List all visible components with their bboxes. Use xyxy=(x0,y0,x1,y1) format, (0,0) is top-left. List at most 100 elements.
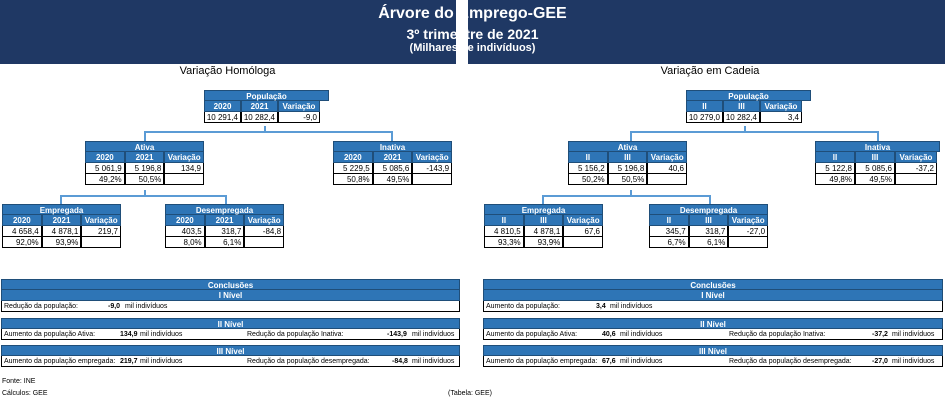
conclusion-row: Aumento da população Ativa: 134,9 mil in… xyxy=(1,329,460,340)
source-note: Fonte: INE xyxy=(2,378,36,385)
box-header: Empregada xyxy=(2,204,121,215)
connector-line xyxy=(225,195,227,204)
empregada-box-left: Empregada 2020 2021 Variação 4 658,4 4 878,… xyxy=(2,204,122,248)
box-header: Desempregada xyxy=(649,204,768,215)
populacao-box-left: População 2020 2021 Variação 10 291,4 10 28… xyxy=(204,90,329,123)
ativa-box-left: Ativa 2020 2021 Variação 5 061,9 5 196,8 134… xyxy=(85,141,205,185)
connector-line xyxy=(542,195,544,204)
value-cell: 403,5 xyxy=(165,226,205,237)
value-cell: 5 122,8 xyxy=(815,163,855,174)
box-header: Ativa xyxy=(85,141,204,152)
desempregada-box-right: Desempregada II III Variação 345,7 318,7 -27… xyxy=(649,204,769,248)
connector-line xyxy=(144,131,392,133)
value-cell: 5 085,6 xyxy=(372,163,413,174)
inativa-box-right: Inativa II III Variação 5 122,8 5 085,6 -37,… xyxy=(815,141,940,185)
empregada-box-right: Empregada II III Variação 4 810,5 4 878,1 67… xyxy=(484,204,604,248)
pct-cell: 8,0% xyxy=(165,237,205,248)
value-cell: 4 810,5 xyxy=(484,226,524,237)
value-cell: 5 061,9 xyxy=(85,163,125,174)
value-cell: 5 196,8 xyxy=(124,163,165,174)
pct-cell: 6,1% xyxy=(688,237,729,248)
value-cell: 67,6 xyxy=(563,226,604,237)
value-cell: 10 279,0 xyxy=(686,112,723,123)
pct-cell: 6,7% xyxy=(649,237,689,248)
value-cell: 4 878,1 xyxy=(41,226,82,237)
populacao-box-right: População II III Variação 10 279,0 10 282,4… xyxy=(686,90,811,123)
level-3-header: III Nível xyxy=(483,345,943,356)
value-cell: 40,6 xyxy=(647,163,688,174)
pct-cell: 6,1% xyxy=(204,237,245,248)
value-cell: 4 878,1 xyxy=(523,226,564,237)
conclusion-row: Aumento da população empregada: 67,6 mil… xyxy=(483,356,943,367)
connector-line xyxy=(542,195,710,197)
title-banner-right xyxy=(468,0,945,64)
value-cell: 345,7 xyxy=(649,226,689,237)
connector-line xyxy=(709,195,711,204)
value-cell: 3,4 xyxy=(760,112,802,123)
section-title-left: Variação Homóloga xyxy=(179,65,276,77)
value-cell: 5 085,6 xyxy=(855,163,895,174)
conclusion-row: Redução da população: -9,0 mil indivíduo… xyxy=(1,301,460,312)
connector-line xyxy=(264,126,266,132)
conclusoes-title: Conclusões xyxy=(483,279,943,290)
conclusoes-title: Conclusões xyxy=(1,279,460,290)
pct-cell: 92,0% xyxy=(2,237,42,248)
connector-line xyxy=(630,131,632,141)
pct-cell: 49,8% xyxy=(815,174,855,185)
connector-line xyxy=(60,195,62,204)
pct-cell: 50,5% xyxy=(607,174,648,185)
value-cell: -143,9 xyxy=(412,163,453,174)
level-2-header: II Nível xyxy=(1,318,460,329)
value-cell: 10 282,4 xyxy=(723,112,760,123)
value-cell: -84,8 xyxy=(244,226,285,237)
conclusion-row: Aumento da população: 3,4 mil indivíduos xyxy=(483,301,943,312)
value-cell: -27,0 xyxy=(728,226,769,237)
ativa-box-right: Ativa II III Variação 5 156,2 5 196,8 40,6 5… xyxy=(568,141,688,185)
connector-line xyxy=(744,126,746,132)
value-cell: 134,9 xyxy=(164,163,205,174)
value-cell: 10 282,4 xyxy=(241,112,278,123)
section-title-right: Variação em Cadeia xyxy=(660,65,760,77)
level-3-header: III Nível xyxy=(1,345,460,356)
inativa-box-left: Inativa 2020 2021 Variação 5 229,5 5 085,6-… xyxy=(333,141,453,185)
pct-cell: 50,8% xyxy=(333,174,373,185)
value-cell: -37,2 xyxy=(895,163,937,174)
connector-line xyxy=(391,131,393,141)
box-header: Inativa xyxy=(333,141,452,152)
pct-cell: 93,3% xyxy=(484,237,524,248)
value-cell: 219,7 xyxy=(81,226,122,237)
pct-cell: 93,9% xyxy=(41,237,82,248)
conclusoes-panel-left: Conclusões I Nível Redução da população:… xyxy=(1,279,460,367)
pct-cell: 50,5% xyxy=(124,174,165,185)
conclusion-row: Aumento da população Ativa: 40,6 mil ind… xyxy=(483,329,943,340)
conclusoes-panel-right: Conclusões I Nível Aumento da população:… xyxy=(483,279,943,367)
connector-line xyxy=(630,190,632,196)
value-cell: 10 291,4 xyxy=(204,112,241,123)
box-header: Desempregada xyxy=(165,204,284,215)
value-cell: 318,7 xyxy=(688,226,729,237)
calculations-note: Cálculos: GEE xyxy=(2,390,48,397)
box-header: População xyxy=(204,90,329,101)
box-header: Inativa xyxy=(815,141,940,152)
level-1-header: I Nível xyxy=(1,290,460,301)
pct-cell: 49,5% xyxy=(855,174,895,185)
value-cell: 318,7 xyxy=(204,226,245,237)
value-cell: 5 196,8 xyxy=(607,163,648,174)
level-2-header: II Nível xyxy=(483,318,943,329)
box-header: Empregada xyxy=(484,204,603,215)
desempregada-box-left: Desempregada 2020 2021 Variação 403,5 318,7… xyxy=(165,204,285,248)
title-banner-left xyxy=(0,0,456,64)
box-header: População xyxy=(686,90,811,101)
box-header: Ativa xyxy=(568,141,687,152)
value-cell: 5 229,5 xyxy=(333,163,373,174)
pct-cell: 93,9% xyxy=(523,237,564,248)
table-note: (Tabela: GEE) xyxy=(448,390,492,397)
connector-line xyxy=(144,190,146,196)
connector-line xyxy=(60,195,226,197)
connector-line xyxy=(630,131,878,133)
level-1-header: I Nível xyxy=(483,290,943,301)
connector-line xyxy=(144,131,146,141)
value-cell: -9,0 xyxy=(278,112,320,123)
conclusion-row: Aumento da população empregada: 219,7 mi… xyxy=(1,356,460,367)
pct-cell: 49,5% xyxy=(372,174,413,185)
